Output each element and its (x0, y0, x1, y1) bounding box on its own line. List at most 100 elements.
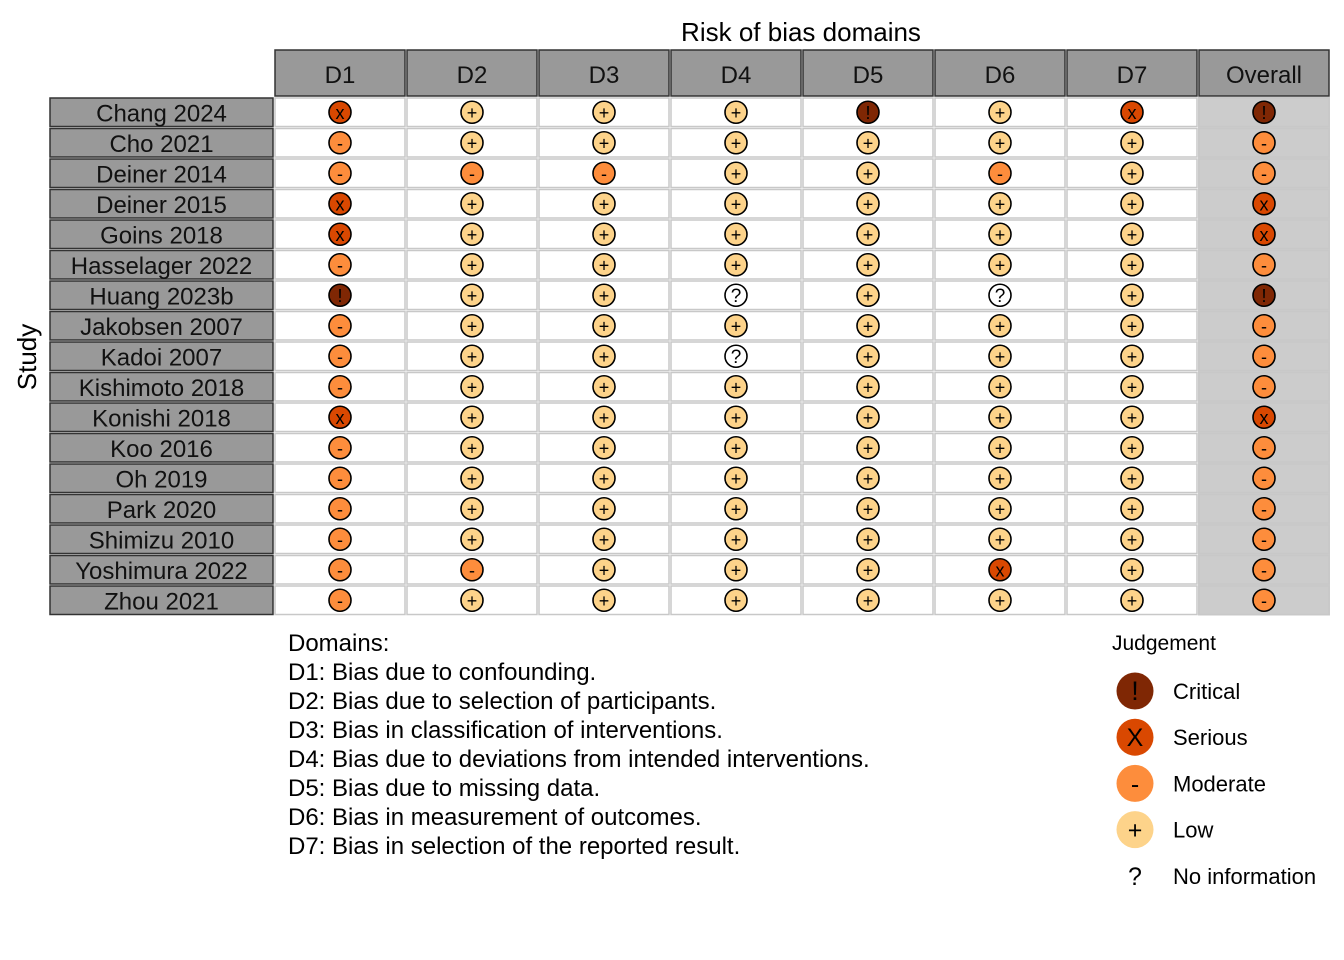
judgement-mark-yoshimura-2022-d7 (1120, 557, 1144, 582)
judgement-mark-goins-2018-d2 (460, 222, 484, 247)
judgement-symbol: + (731, 530, 742, 550)
judgement-mark-deiner-2014-d6 (988, 161, 1012, 186)
judgement-mark-hasselager-2022-d6 (988, 252, 1012, 277)
judgement-mark-jakobsen-2007-d7 (1120, 313, 1144, 338)
judgement-symbol: - (1261, 469, 1267, 489)
judgement-symbol: + (1127, 530, 1138, 550)
legend-label-critical: Critical (1173, 679, 1240, 704)
judgement-symbol: - (1261, 560, 1267, 580)
judgement-symbol: - (1261, 499, 1267, 519)
judgement-mark-kadoi-2007-d5 (856, 344, 880, 369)
judgement-mark-yoshimura-2022-d5 (856, 557, 880, 582)
judgement-symbol: + (731, 103, 742, 123)
judgement-mark-konishi-2018-overall (1252, 405, 1276, 430)
judgement-symbol: - (337, 133, 343, 153)
judgement-mark-park-2020-d1 (328, 496, 352, 521)
column-header-box-overall (1198, 49, 1330, 97)
judgement-symbol: + (599, 133, 610, 153)
judgement-symbol: + (995, 469, 1006, 489)
grid-cell-overall (1198, 585, 1330, 616)
judgement-mark-kishimoto-2018-d5 (856, 374, 880, 399)
judgement-mark-hasselager-2022-d2 (460, 252, 484, 277)
study-label-box-chang-2024 (49, 97, 274, 128)
column-header-box-d1 (274, 49, 406, 97)
legend-swatch-critical (1116, 672, 1154, 710)
judgement-mark-kishimoto-2018-d6 (988, 374, 1012, 399)
judgement-mark-shimizu-2010-d1 (328, 527, 352, 552)
judgement-mark-huang-2023b-d6 (988, 283, 1012, 308)
judgement-symbol: + (863, 469, 874, 489)
judgement-symbol: + (467, 316, 478, 336)
judgement-mark-chang-2024-d2 (460, 100, 484, 125)
judgement-symbol: + (863, 408, 874, 428)
judgement-symbol: - (337, 255, 343, 275)
judgement-mark-oh-2019-d3 (592, 466, 616, 491)
judgement-mark-park-2020-d7 (1120, 496, 1144, 521)
domain-description-2: D2: Bias due to selection of participant… (288, 688, 716, 715)
judgement-symbol: + (599, 499, 610, 519)
judgement-mark-huang-2023b-d7 (1120, 283, 1144, 308)
judgement-mark-koo-2016-d3 (592, 435, 616, 460)
judgement-symbol: - (337, 469, 343, 489)
study-label-koo-2016: Koo 2016 (110, 436, 213, 463)
judgement-symbol: + (863, 560, 874, 580)
grid-cell-overall (1198, 280, 1330, 311)
judgement-mark-chang-2024-d7 (1120, 100, 1144, 125)
judgement-mark-oh-2019-d6 (988, 466, 1012, 491)
judgement-mark-goins-2018-d7 (1120, 222, 1144, 247)
judgement-mark-jakobsen-2007-d5 (856, 313, 880, 338)
judgement-mark-konishi-2018-d4 (724, 405, 748, 430)
column-header-box-d6 (934, 49, 1066, 97)
judgement-mark-yoshimura-2022-d6 (988, 557, 1012, 582)
judgement-symbol: - (1261, 591, 1267, 611)
study-label-box-kishimoto-2018 (49, 371, 274, 402)
judgement-symbol: + (995, 133, 1006, 153)
judgement-symbol: + (863, 591, 874, 611)
judgement-symbol: + (1127, 438, 1138, 458)
chart-title: Risk of bias domains (681, 17, 921, 47)
column-header-d7: D7 (1117, 62, 1148, 89)
judgement-mark-cho-2021-overall (1252, 130, 1276, 155)
judgement-symbol: + (1127, 347, 1138, 367)
judgement-symbol: + (599, 530, 610, 550)
judgement-symbol: - (1261, 347, 1267, 367)
judgement-symbol: + (863, 499, 874, 519)
judgement-symbol: + (467, 255, 478, 275)
judgement-symbol: x (996, 560, 1005, 580)
judgement-mark-cho-2021-d1 (328, 130, 352, 155)
judgement-mark-cho-2021-d3 (592, 130, 616, 155)
judgement-symbol: + (599, 225, 610, 245)
judgement-mark-deiner-2015-d5 (856, 191, 880, 216)
judgement-mark-kishimoto-2018-d7 (1120, 374, 1144, 399)
judgement-symbol: + (599, 408, 610, 428)
judgement-mark-kishimoto-2018-d3 (592, 374, 616, 399)
study-label-hasselager-2022: Hasselager 2022 (71, 253, 252, 280)
grid-cell-overall (1198, 341, 1330, 372)
grid-cell-overall (1198, 97, 1330, 128)
judgement-symbol: - (469, 164, 475, 184)
judgement-mark-goins-2018-d4 (724, 222, 748, 247)
judgement-mark-hasselager-2022-d7 (1120, 252, 1144, 277)
judgement-symbol: - (601, 164, 607, 184)
judgement-symbol: x (336, 408, 345, 428)
judgement-symbol: + (995, 438, 1006, 458)
judgement-mark-kadoi-2007-d1 (328, 344, 352, 369)
legend-symbol-moderate: - (1131, 770, 1139, 798)
judgement-mark-oh-2019-d5 (856, 466, 880, 491)
judgement-symbol: - (337, 164, 343, 184)
judgement-mark-zhou-2021-d1 (328, 588, 352, 613)
judgement-symbol: ? (731, 347, 742, 368)
judgement-mark-konishi-2018-d7 (1120, 405, 1144, 430)
judgement-mark-huang-2023b-d4 (724, 283, 748, 308)
legend-title: Judgement (1112, 632, 1216, 655)
judgement-symbol: + (863, 316, 874, 336)
judgement-symbol: - (337, 560, 343, 580)
judgement-symbol: + (731, 164, 742, 184)
judgement-symbol: + (467, 438, 478, 458)
judgement-mark-hasselager-2022-overall (1252, 252, 1276, 277)
study-label-box-oh-2019 (49, 463, 274, 494)
judgement-symbol: + (467, 377, 478, 397)
judgement-mark-kishimoto-2018-d1 (328, 374, 352, 399)
judgement-symbol: + (731, 408, 742, 428)
